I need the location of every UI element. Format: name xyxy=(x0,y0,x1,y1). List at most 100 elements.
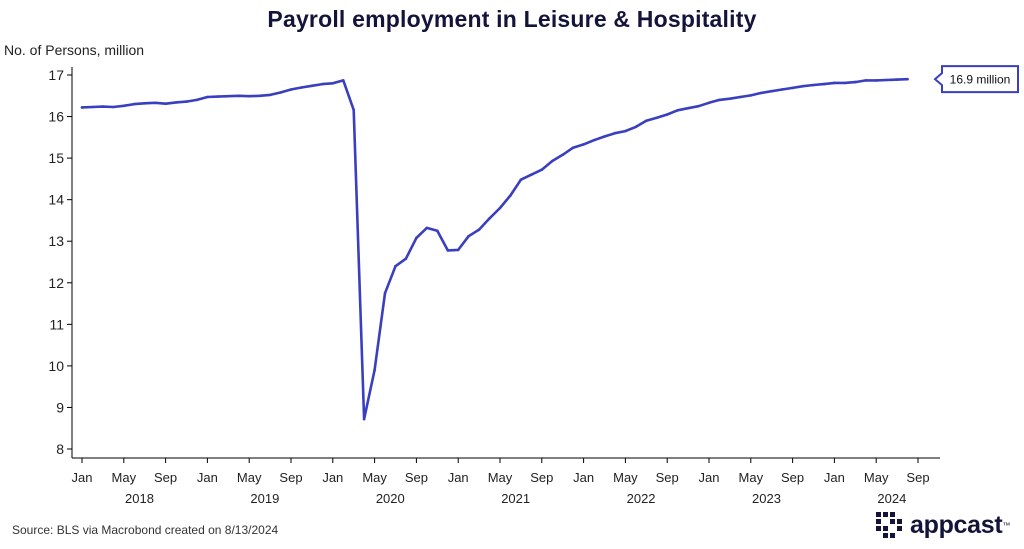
data-point xyxy=(530,173,533,176)
x-tick-label: Sep xyxy=(530,470,553,485)
data-point xyxy=(697,104,700,108)
data-point xyxy=(874,79,878,82)
x-year-label: 2023 xyxy=(752,491,781,506)
data-point xyxy=(237,94,241,98)
data-point xyxy=(592,138,596,142)
x-year-label: 2022 xyxy=(627,491,656,506)
y-tick-label: 12 xyxy=(48,275,64,291)
data-point xyxy=(153,101,157,105)
data-point xyxy=(645,119,648,122)
data-point xyxy=(571,146,575,149)
data-point xyxy=(718,98,721,102)
x-tick-label: Sep xyxy=(906,470,929,485)
data-point xyxy=(446,249,450,252)
data-point xyxy=(216,95,220,98)
data-point xyxy=(279,91,282,94)
x-tick-label: May xyxy=(362,470,387,485)
y-tick-label: 17 xyxy=(48,67,64,83)
chart-title: Payroll employment in Leisure & Hospital… xyxy=(267,6,757,32)
data-point xyxy=(133,102,136,106)
data-point xyxy=(519,178,523,181)
data-point xyxy=(509,194,512,197)
data-point xyxy=(624,129,627,133)
x-tick-label: May xyxy=(237,470,262,485)
x-year-label: 2018 xyxy=(125,491,154,506)
data-point xyxy=(174,101,178,104)
y-tick-label: 13 xyxy=(48,233,64,249)
data-point xyxy=(749,94,753,97)
data-point xyxy=(812,83,815,87)
data-point xyxy=(906,77,909,81)
data-point xyxy=(258,94,261,98)
x-tick-label: Sep xyxy=(405,470,428,485)
data-point xyxy=(342,79,345,82)
x-tick-label: May xyxy=(488,470,513,485)
data-point xyxy=(854,80,857,84)
data-point xyxy=(613,131,617,135)
data-point xyxy=(331,82,335,85)
data-point xyxy=(477,228,481,231)
data-point xyxy=(321,82,324,86)
data-point xyxy=(404,257,408,261)
data-point xyxy=(488,217,491,220)
data-point xyxy=(362,417,366,421)
data-point xyxy=(780,88,784,91)
data-point xyxy=(268,93,272,97)
x-tick-label: May xyxy=(112,470,137,485)
data-point xyxy=(551,159,554,163)
data-point xyxy=(383,291,387,295)
data-point xyxy=(801,84,805,88)
x-tick-label: Sep xyxy=(781,470,804,485)
x-tick-label: Jan xyxy=(448,470,469,485)
data-point xyxy=(540,168,544,171)
x-tick-label: Sep xyxy=(154,470,177,485)
x-tick-label: Sep xyxy=(279,470,302,485)
data-point xyxy=(885,78,888,82)
data-point xyxy=(582,143,585,146)
data-point xyxy=(467,234,470,238)
data-point xyxy=(247,94,251,98)
x-tick-label: Sep xyxy=(656,470,679,485)
x-tick-label: May xyxy=(864,470,889,485)
x-tick-label: Jan xyxy=(699,470,720,485)
y-tick-label: 16 xyxy=(48,109,64,125)
data-point xyxy=(603,135,606,138)
data-point xyxy=(425,226,429,230)
data-point xyxy=(760,91,763,95)
data-point xyxy=(561,153,564,157)
data-point xyxy=(91,105,94,109)
data-point xyxy=(707,101,711,105)
x-tick-label: Jan xyxy=(322,470,343,485)
y-tick-label: 8 xyxy=(56,441,64,457)
x-tick-label: Jan xyxy=(72,470,93,485)
y-axis-label: No. of Persons, million xyxy=(4,42,145,58)
data-point xyxy=(415,236,418,240)
y-tick-label: 9 xyxy=(56,399,64,415)
data-point xyxy=(164,102,167,105)
data-point xyxy=(770,89,773,93)
x-year-label: 2021 xyxy=(501,491,530,506)
data-point xyxy=(739,95,742,99)
data-point xyxy=(227,94,230,98)
data-point xyxy=(185,100,188,103)
appcast-dots-icon xyxy=(876,512,902,538)
data-point xyxy=(728,97,732,100)
data-point xyxy=(206,95,209,99)
series-line xyxy=(80,77,909,421)
data-point xyxy=(864,79,868,82)
source-note: Source: BLS via Macrobond created on 8/1… xyxy=(12,523,279,537)
data-point xyxy=(436,229,439,233)
annotation-label: 16.9 million xyxy=(950,73,1011,87)
y-tick-label: 14 xyxy=(48,192,64,208)
x-year-label: 2020 xyxy=(376,491,405,506)
data-point xyxy=(80,106,84,109)
data-point xyxy=(822,82,826,86)
x-year-label: 2024 xyxy=(877,491,906,506)
data-point xyxy=(498,206,502,210)
data-point xyxy=(676,109,679,112)
data-point xyxy=(310,84,314,88)
data-point xyxy=(456,248,460,252)
y-tick-label: 15 xyxy=(48,150,64,166)
data-point xyxy=(665,113,669,116)
